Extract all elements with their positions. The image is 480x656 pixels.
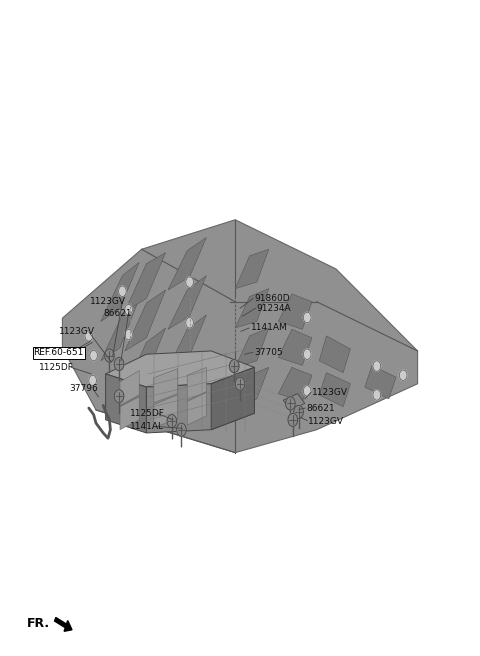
- Polygon shape: [125, 253, 166, 312]
- Polygon shape: [125, 290, 166, 351]
- Circle shape: [288, 413, 298, 426]
- Circle shape: [177, 423, 186, 436]
- Circle shape: [303, 386, 311, 396]
- Text: 37796: 37796: [70, 384, 98, 393]
- Text: 86621: 86621: [306, 403, 335, 413]
- Circle shape: [186, 318, 193, 328]
- Polygon shape: [106, 351, 254, 387]
- Circle shape: [303, 312, 311, 323]
- Polygon shape: [365, 365, 396, 399]
- Circle shape: [399, 370, 407, 380]
- Polygon shape: [187, 367, 206, 400]
- Polygon shape: [101, 262, 139, 321]
- Text: 1125DF: 1125DF: [39, 363, 74, 372]
- Polygon shape: [211, 367, 254, 430]
- Circle shape: [294, 405, 303, 419]
- Polygon shape: [62, 220, 418, 453]
- Circle shape: [125, 329, 132, 340]
- FancyArrow shape: [55, 617, 72, 631]
- Circle shape: [105, 349, 114, 362]
- Polygon shape: [120, 371, 139, 405]
- Polygon shape: [235, 367, 269, 407]
- Text: 1123GV: 1123GV: [59, 327, 95, 337]
- Circle shape: [229, 359, 239, 373]
- Polygon shape: [168, 315, 206, 369]
- Circle shape: [89, 375, 96, 386]
- Text: FR.: FR.: [26, 617, 49, 630]
- Circle shape: [90, 350, 97, 361]
- Circle shape: [286, 397, 295, 410]
- Text: 1141AM: 1141AM: [251, 323, 288, 333]
- Polygon shape: [168, 237, 206, 290]
- Polygon shape: [278, 367, 312, 401]
- Circle shape: [186, 394, 193, 404]
- Text: REF.60-651: REF.60-651: [34, 348, 84, 358]
- Polygon shape: [278, 329, 312, 365]
- Circle shape: [235, 377, 245, 390]
- Circle shape: [186, 277, 193, 287]
- Circle shape: [114, 390, 124, 403]
- Circle shape: [186, 356, 193, 366]
- Polygon shape: [187, 392, 206, 425]
- Polygon shape: [283, 394, 305, 410]
- Text: 1141AL: 1141AL: [130, 422, 164, 431]
- Polygon shape: [235, 289, 269, 328]
- Polygon shape: [278, 294, 312, 329]
- Text: 1123GV: 1123GV: [312, 388, 348, 397]
- Polygon shape: [101, 298, 139, 361]
- Polygon shape: [125, 328, 166, 390]
- Polygon shape: [154, 369, 178, 403]
- Text: 86621: 86621: [103, 309, 132, 318]
- Circle shape: [85, 331, 93, 341]
- Circle shape: [125, 304, 132, 315]
- Text: 91860D: 91860D: [254, 294, 290, 303]
- Circle shape: [373, 390, 381, 400]
- Circle shape: [167, 415, 177, 428]
- Polygon shape: [319, 336, 350, 373]
- Circle shape: [119, 286, 126, 297]
- Polygon shape: [235, 328, 269, 367]
- Polygon shape: [319, 373, 350, 407]
- Text: 1125DF: 1125DF: [130, 409, 165, 418]
- Text: 1123GV: 1123GV: [90, 297, 126, 306]
- Text: 1123GV: 1123GV: [308, 417, 344, 426]
- Polygon shape: [120, 397, 139, 430]
- Polygon shape: [146, 367, 254, 433]
- Circle shape: [114, 358, 124, 371]
- Polygon shape: [235, 249, 269, 289]
- Text: 91234A: 91234A: [257, 304, 291, 313]
- Polygon shape: [106, 374, 146, 433]
- Circle shape: [303, 349, 311, 359]
- Polygon shape: [154, 395, 178, 428]
- Text: 37705: 37705: [254, 348, 283, 358]
- Circle shape: [373, 361, 381, 371]
- Polygon shape: [168, 276, 206, 329]
